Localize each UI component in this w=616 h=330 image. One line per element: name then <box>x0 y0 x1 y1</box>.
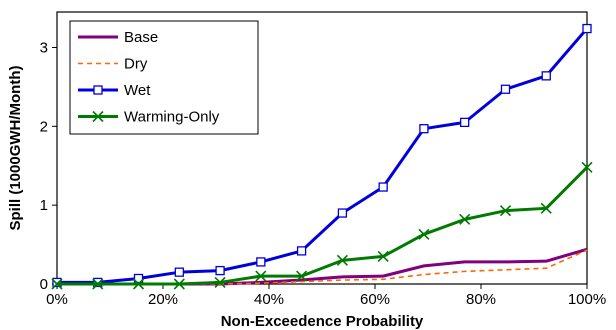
series-line-warming-only <box>57 166 589 286</box>
data-point-wet <box>378 182 388 192</box>
data-point-warming-only <box>173 278 185 290</box>
data-point-wet <box>296 246 307 256</box>
x-tick-label: 80% <box>466 291 496 308</box>
data-point-wet <box>215 265 225 276</box>
series-line-dry <box>57 249 588 285</box>
x-tick-label: 0% <box>46 291 68 308</box>
data-point-wet <box>93 277 103 288</box>
x-tick-label: 40% <box>254 291 284 308</box>
data-point-warming-only <box>51 278 63 290</box>
y-axis-title: Spill (1000GWH/Month) <box>7 65 24 230</box>
data-point-warming-only <box>459 213 471 225</box>
y-axis: 0 1 2 3 <box>40 39 57 293</box>
series-warming-only <box>51 161 593 290</box>
legend: Base Dry Wet Warming-Only <box>69 20 259 135</box>
legend-marker-warming-only <box>92 110 104 123</box>
series-dry <box>57 249 588 285</box>
data-point-warming-only <box>255 270 267 282</box>
data-point-wet <box>541 71 551 81</box>
x-tick-label: 20% <box>148 291 178 308</box>
y-tick-label: 2 <box>40 118 48 135</box>
data-point-wet <box>52 277 62 288</box>
y-tick-label: 3 <box>40 39 48 56</box>
data-point-warming-only <box>132 278 145 290</box>
series-layer <box>51 23 593 290</box>
data-point-wet <box>500 84 511 94</box>
x-tick-label: 60% <box>360 291 390 308</box>
y-tick-label: 1 <box>40 197 48 214</box>
data-point-wet <box>460 117 470 128</box>
x-axis-title: Non-Exceedence Probability <box>221 313 424 330</box>
legend-label-base: Base <box>124 29 158 46</box>
data-point-warming-only <box>214 276 226 288</box>
legend-label-wet: Wet <box>124 82 151 99</box>
series-line-wet <box>57 27 589 284</box>
data-point-warming-only <box>377 250 389 262</box>
data-point-wet <box>419 124 429 134</box>
data-point-warming-only <box>296 270 308 282</box>
data-point-wet <box>256 257 266 267</box>
series-wet <box>52 23 592 288</box>
legend-label-warming-only: Warming-Only <box>124 109 220 126</box>
legend-label-dry: Dry <box>124 56 148 73</box>
data-point-wet <box>337 208 348 218</box>
x-tick-label: 100% <box>568 291 606 308</box>
data-point-warming-only <box>540 202 552 214</box>
data-point-wet <box>174 267 184 277</box>
data-point-warming-only <box>499 205 512 217</box>
data-point-wet <box>582 23 592 34</box>
data-point-warming-only <box>336 254 348 266</box>
data-point-warming-only <box>92 278 104 290</box>
data-point-warming-only <box>581 161 593 173</box>
legend-marker-wet <box>93 85 103 95</box>
y-tick-label: 0 <box>40 276 48 293</box>
data-point-warming-only <box>418 228 430 240</box>
x-axis: 0% 20% 40% 60% 80% 100% <box>46 284 606 308</box>
data-point-wet <box>133 273 144 284</box>
